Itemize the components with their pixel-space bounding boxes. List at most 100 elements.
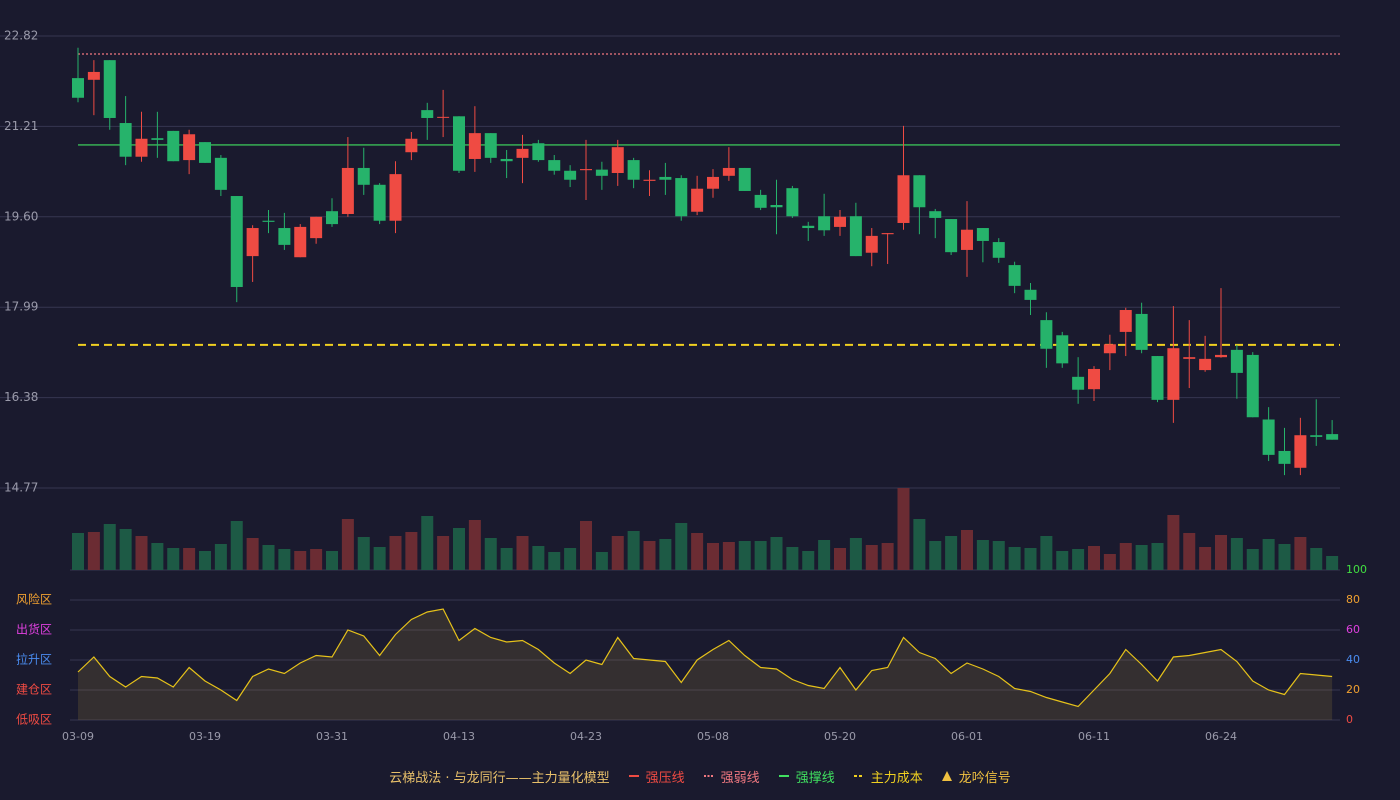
- indicator-tick-label: 80: [1346, 593, 1360, 606]
- candle-body: [1088, 368, 1100, 390]
- volume-bar: [103, 524, 116, 570]
- legend-item: 龙吟信号: [941, 767, 1011, 786]
- candle-body: [1151, 356, 1164, 400]
- legend-swatch: [703, 775, 714, 777]
- candle-body: [357, 167, 370, 185]
- candle-body: [865, 235, 878, 253]
- volume-bar: [246, 538, 259, 570]
- candle-body: [532, 143, 545, 161]
- legend-label: 强压线: [645, 770, 685, 786]
- volume-bar: [1183, 533, 1196, 570]
- candle-body: [119, 123, 132, 157]
- indicator-tick-label: 0: [1346, 713, 1353, 726]
- legend-label: 主力成本: [870, 770, 923, 786]
- legend-item: 主力成本: [853, 767, 923, 786]
- candle-body: [818, 216, 831, 231]
- volume-bar: [310, 549, 323, 570]
- candle-body: [1040, 320, 1053, 349]
- volume-bar: [214, 544, 227, 570]
- candle-body: [961, 229, 973, 250]
- volume-bar: [151, 543, 164, 570]
- candle-body: [230, 196, 243, 287]
- candle-body: [214, 157, 227, 190]
- candle-body: [72, 78, 84, 98]
- zone-label: 风险区: [16, 592, 52, 607]
- volume-bar: [865, 545, 878, 570]
- candle-body: [707, 176, 719, 189]
- candle-body: [294, 226, 307, 258]
- candle-body: [103, 60, 116, 118]
- candle-body: [484, 133, 497, 158]
- candle-body: [1326, 434, 1339, 440]
- candle-body: [627, 160, 640, 180]
- candle-body: [929, 211, 942, 218]
- volume-bar: [1230, 538, 1243, 570]
- y-tick-label: 17.99: [4, 300, 38, 314]
- candle-body: [405, 138, 418, 153]
- volume-bar: [1119, 543, 1132, 570]
- volume-bar: [961, 530, 973, 570]
- legend-title: 云梯战法 · 与龙同行——主力量化模型: [389, 770, 610, 786]
- x-tick-label: 05-08: [697, 730, 729, 743]
- volume-bar: [627, 531, 640, 570]
- candle-body: [834, 216, 846, 227]
- legend-label: 龙吟信号: [958, 770, 1011, 786]
- indicator-tick-label: 100: [1346, 563, 1367, 576]
- candle-body: [691, 188, 704, 212]
- candle-body: [516, 148, 529, 158]
- candle-body: [595, 169, 608, 176]
- indicator-line: [77, 608, 1333, 708]
- candle-body: [992, 242, 1005, 258]
- candle-body: [722, 167, 735, 176]
- volume-bar: [722, 542, 735, 570]
- legend-symbol: [941, 771, 952, 781]
- volume-bar: [1135, 545, 1148, 570]
- y-tick-label: 16.38: [4, 390, 38, 404]
- volume-bar: [199, 551, 211, 570]
- volume-bar: [786, 547, 799, 570]
- candle-body: [468, 133, 481, 159]
- candle-body: [945, 219, 958, 253]
- candle-body: [1167, 348, 1180, 400]
- volume-bar: [834, 548, 846, 570]
- x-tick-label: 06-24: [1205, 730, 1237, 743]
- candle-body: [1135, 313, 1148, 350]
- volume-bar: [437, 536, 450, 570]
- volume-bar: [611, 536, 624, 570]
- legend-swatch: [778, 775, 789, 777]
- candle-body: [1262, 419, 1275, 455]
- volume-bar: [580, 521, 592, 570]
- volume-bar: [294, 551, 307, 570]
- volume-bar: [326, 551, 338, 570]
- legend: 云梯战法 · 与龙同行——主力量化模型 强压线 强弱线 强撑线 主力成本 龙吟信号: [0, 766, 1400, 786]
- x-tick-label: 06-01: [951, 730, 983, 743]
- candle-body: [786, 188, 799, 217]
- volume-bar: [1199, 547, 1212, 570]
- volume-bar: [500, 548, 513, 570]
- y-tick-label: 22.82: [4, 29, 38, 43]
- indicator-area: [78, 609, 1333, 720]
- candle-body: [1119, 310, 1132, 332]
- candle-body: [849, 216, 862, 257]
- candle-body: [310, 216, 323, 239]
- candle-body: [770, 205, 783, 208]
- y-tick-label: 14.77: [4, 481, 38, 495]
- volume-bar: [405, 532, 418, 570]
- candle-body: [976, 228, 989, 241]
- volume-bar: [1294, 537, 1307, 570]
- candle-body: [1199, 358, 1212, 371]
- candle-body: [754, 194, 767, 208]
- candle-body: [1008, 265, 1021, 286]
- volume-bar: [548, 552, 561, 570]
- candle-body: [802, 225, 815, 229]
- volume-bar: [754, 541, 767, 570]
- candle-body: [881, 233, 894, 235]
- candle-body: [341, 167, 354, 214]
- indicator-tick-label: 60: [1346, 623, 1360, 636]
- volume-bar: [913, 519, 926, 570]
- candle-body: [738, 167, 751, 191]
- volume-bar: [707, 543, 719, 570]
- volume-bar: [1024, 548, 1037, 570]
- candle-body: [675, 178, 688, 217]
- indicator-tick-label: 40: [1346, 653, 1360, 666]
